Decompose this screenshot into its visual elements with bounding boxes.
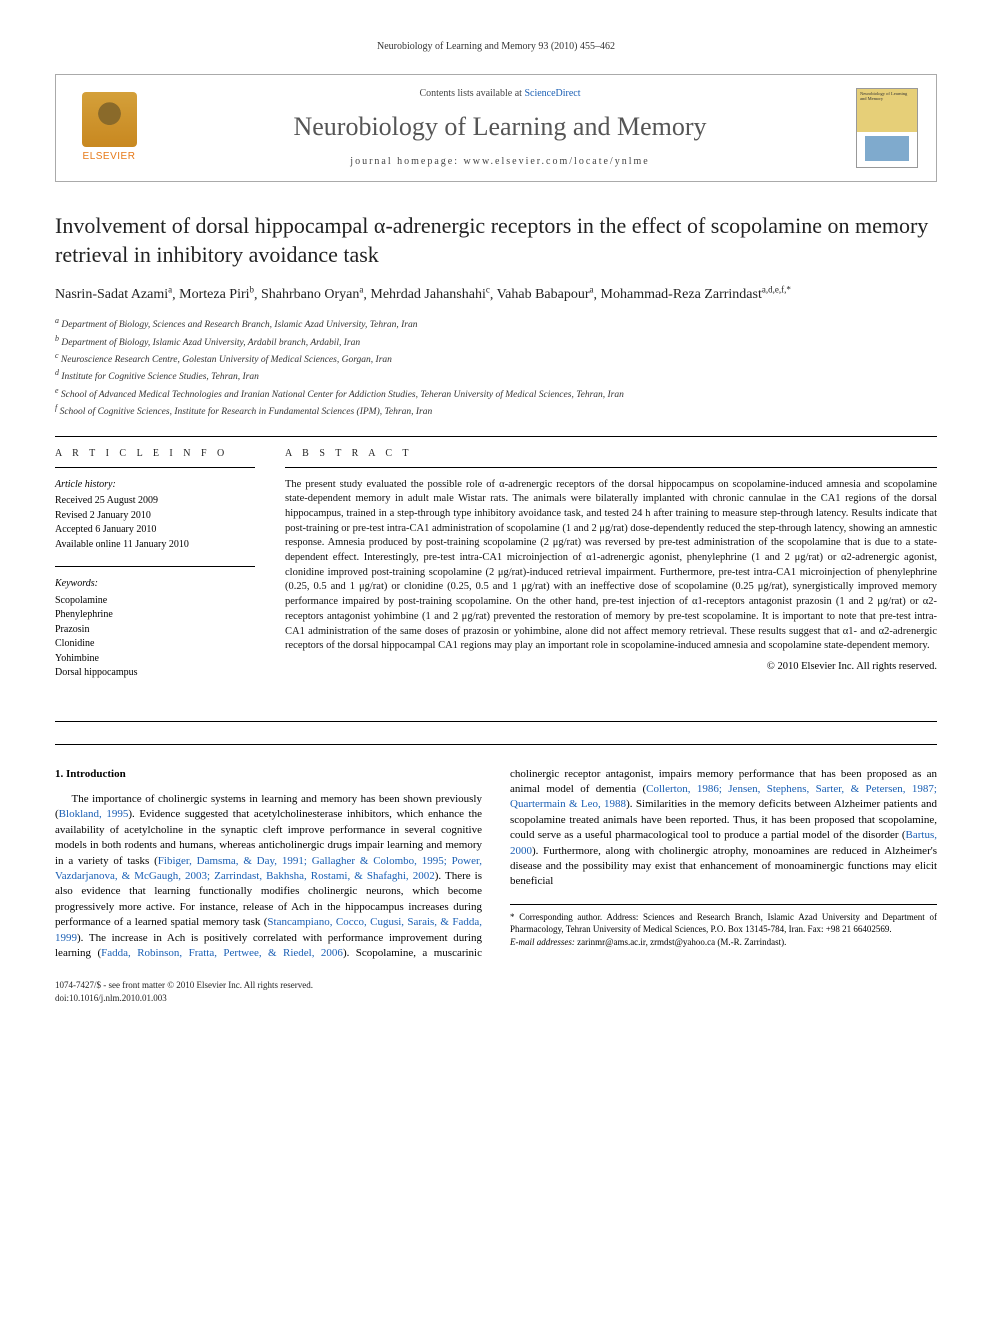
citation-link[interactable]: Blokland, 1995 [59, 808, 129, 820]
author: Shahrbano Oryana [261, 287, 363, 302]
journal-center: Contents lists available at ScienceDirec… [162, 87, 838, 169]
article-info-column: A R T I C L E I N F O Article history: R… [55, 447, 255, 695]
affiliation: e School of Advanced Medical Technologie… [55, 385, 937, 402]
elsevier-tree-icon [82, 92, 137, 147]
abstract-copyright: © 2010 Elsevier Inc. All rights reserved… [285, 660, 937, 675]
author-list: Nasrin-Sadat Azamia, Morteza Pirib, Shah… [55, 284, 937, 306]
corresponding-footnote: * Corresponding author. Address: Science… [510, 904, 937, 949]
para-text: ). Furthermore, along with cholinergic a… [510, 845, 937, 888]
abstract-column: A B S T R A C T The present study evalua… [285, 447, 937, 695]
keyword: Scopolamine [55, 594, 255, 609]
info-abstract-row: A R T I C L E I N F O Article history: R… [55, 447, 937, 695]
homepage-url: www.elsevier.com/locate/ynlme [464, 156, 650, 167]
rule-divider [55, 566, 255, 567]
article-info-head: A R T I C L E I N F O [55, 447, 255, 461]
journal-header-box: ELSEVIER Contents lists available at Sci… [55, 74, 937, 182]
citation-link[interactable]: Fadda, Robinson, Fratta, Pertwee, & Ried… [101, 947, 343, 959]
running-header: Neurobiology of Learning and Memory 93 (… [55, 40, 937, 54]
article-title: Involvement of dorsal hippocampal α-adre… [55, 212, 937, 269]
doi-line: doi:10.1016/j.nlm.2010.01.003 [55, 992, 937, 1005]
affiliation: a Department of Biology, Sciences and Re… [55, 315, 937, 332]
author: Vahab Babapoura [497, 287, 594, 302]
history-block: Article history: Received 25 August 2009… [55, 478, 255, 553]
email-label: E-mail addresses: [510, 937, 575, 947]
author: Mehrdad Jahanshahic [370, 287, 489, 302]
affiliation: d Institute for Cognitive Science Studie… [55, 367, 937, 384]
keyword: Dorsal hippocampus [55, 666, 255, 681]
issn-line: 1074-7427/$ - see front matter © 2010 El… [55, 979, 937, 992]
homepage-prefix: journal homepage: [350, 156, 463, 167]
email-list: zarinmr@ams.ac.ir, zrmdst@yahoo.ca (M.-R… [575, 937, 786, 947]
journal-cover-thumb: Neurobiology of Learning and Memory [856, 88, 918, 168]
history-line: Received 25 August 2009 [55, 494, 255, 509]
keywords-label: Keywords: [55, 577, 255, 592]
affiliation: b Department of Biology, Islamic Azad Un… [55, 333, 937, 350]
contents-line: Contents lists available at ScienceDirec… [162, 87, 838, 101]
cover-title: Neurobiology of Learning and Memory [860, 92, 914, 102]
keyword: Clonidine [55, 637, 255, 652]
history-line: Accepted 6 January 2010 [55, 523, 255, 538]
elsevier-logo: ELSEVIER [74, 88, 144, 168]
affiliation: f School of Cognitive Sciences, Institut… [55, 402, 937, 419]
abstract-head: A B S T R A C T [285, 447, 937, 461]
rule-divider [285, 467, 937, 468]
footnote-label: * Corresponding author. [510, 912, 606, 922]
affiliation-list: a Department of Biology, Sciences and Re… [55, 315, 937, 419]
affiliation: c Neuroscience Research Centre, Golestan… [55, 350, 937, 367]
footnote-email: E-mail addresses: zarinmr@ams.ac.ir, zrm… [510, 936, 937, 949]
footnote-corresp: * Corresponding author. Address: Science… [510, 911, 937, 936]
history-line: Revised 2 January 2010 [55, 509, 255, 524]
section-heading: 1. Introduction [55, 767, 482, 782]
keyword: Prazosin [55, 623, 255, 638]
thick-divider [55, 744, 937, 745]
keyword: Phenylephrine [55, 608, 255, 623]
history-label: Article history: [55, 478, 255, 493]
author: Nasrin-Sadat Azamia [55, 287, 172, 302]
rule-divider [55, 721, 937, 722]
abstract-text: The present study evaluated the possible… [285, 478, 937, 654]
contents-prefix: Contents lists available at [419, 88, 524, 99]
bottom-meta: 1074-7427/$ - see front matter © 2010 El… [55, 979, 937, 1004]
publisher-name: ELSEVIER [83, 150, 136, 164]
keyword: Yohimbine [55, 652, 255, 667]
rule-divider [55, 436, 937, 437]
journal-name: Neurobiology of Learning and Memory [162, 109, 838, 145]
rule-divider [55, 467, 255, 468]
body-columns: 1. Introduction The importance of cholin… [55, 767, 937, 962]
sciencedirect-link[interactable]: ScienceDirect [524, 88, 580, 99]
author: Morteza Pirib [179, 287, 254, 302]
keywords-block: Keywords: ScopolaminePhenylephrinePrazos… [55, 577, 255, 681]
author: Mohammad-Reza Zarrindasta,d,e,f,* [601, 287, 791, 302]
history-line: Available online 11 January 2010 [55, 538, 255, 553]
journal-homepage: journal homepage: www.elsevier.com/locat… [162, 155, 838, 169]
